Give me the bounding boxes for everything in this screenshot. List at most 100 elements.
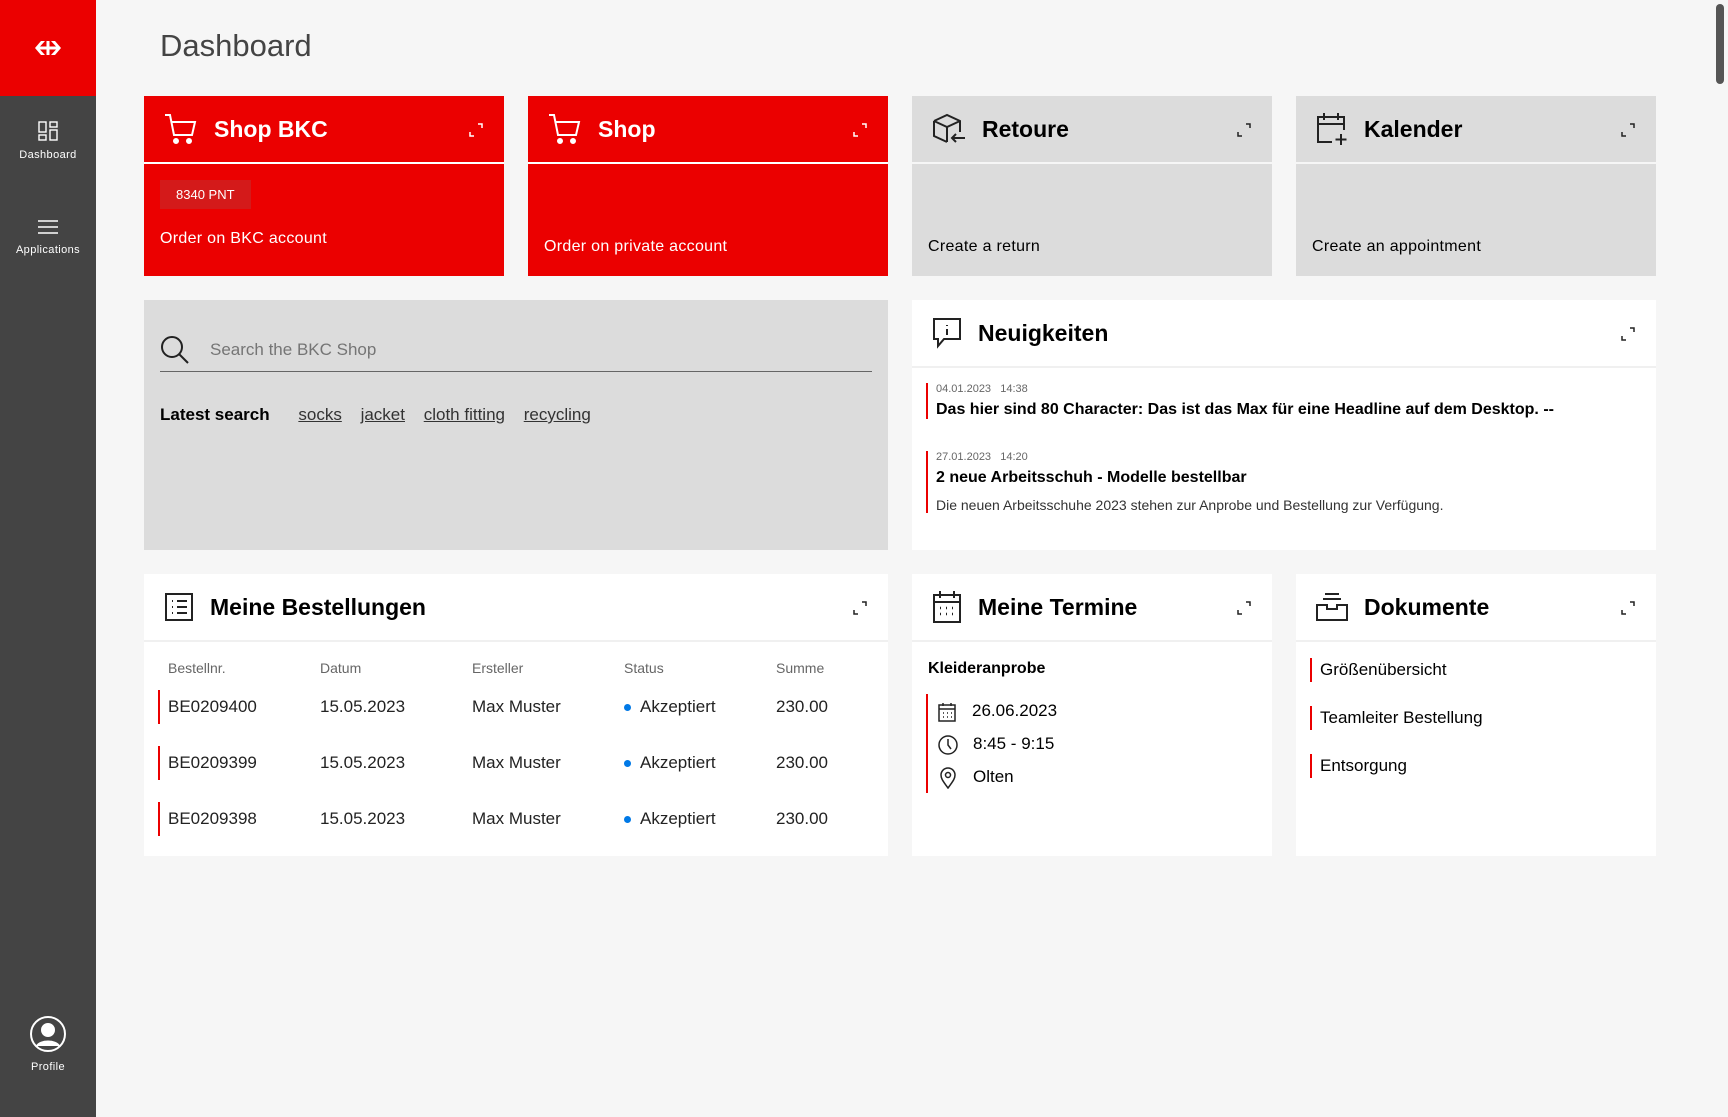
table-cell: Max Muster <box>472 809 561 828</box>
news-item[interactable]: 04.01.2023 14:38 Das hier sind 80 Charac… <box>926 383 1554 419</box>
appointment-time: 8:45 - 9:15 <box>973 734 1055 753</box>
page-title: Dashboard <box>160 28 312 63</box>
dashboard-icon <box>38 121 58 141</box>
sidebar: Dashboard Applications Profile <box>0 0 96 1117</box>
news-date: 04.01.2023 14:38 <box>936 383 1028 395</box>
panel-title: Meine Bestellungen <box>210 593 426 620</box>
appointment-item[interactable]: 26.06.2023 8:45 - 9:15 Olten <box>926 694 1057 793</box>
search-input[interactable] <box>210 339 810 360</box>
latest-search-link[interactable]: cloth fitting <box>423 405 505 424</box>
table-cell: 15.05.2023 <box>320 809 406 828</box>
list-icon <box>165 593 193 621</box>
document-link[interactable]: Größenübersicht <box>1310 658 1447 682</box>
news-headline: Das hier sind 80 Character: Das ist das … <box>936 401 1554 418</box>
table-cell: Akzeptiert <box>624 753 716 773</box>
profile-icon <box>30 1016 66 1052</box>
calendar-icon <box>933 591 961 623</box>
search-icon <box>161 335 189 364</box>
appointment-name: Kleideranprobe <box>928 660 1046 677</box>
tile-subtitle: Order on BKC account <box>160 230 327 247</box>
table-cell: Akzeptiert <box>624 809 716 829</box>
column-header[interactable]: Summe <box>776 660 825 676</box>
news-date: 27.01.2023 14:20 <box>936 451 1028 463</box>
table-cell: BE0209399 <box>168 753 257 772</box>
column-header[interactable]: Status <box>624 660 664 676</box>
scrollbar[interactable] <box>1716 4 1724 84</box>
document-link[interactable]: Entsorgung <box>1310 754 1407 778</box>
sidebar-item-label: Profile <box>31 1061 65 1073</box>
latest-search-link[interactable]: socks <box>298 405 342 424</box>
tile-kalender[interactable]: Kalender Create an appointment <box>1296 96 1656 276</box>
tile-title: Shop <box>598 115 656 142</box>
sidebar-item-dashboard[interactable]: Dashboard <box>0 121 96 161</box>
table-row[interactable] <box>158 802 858 836</box>
table-cell: BE0209398 <box>168 809 257 828</box>
expand-icon[interactable] <box>468 122 484 138</box>
menu-icon <box>38 220 58 234</box>
table-cell: Max Muster <box>472 697 561 716</box>
latest-search-label: Latest search <box>160 405 270 424</box>
panel-title: Dokumente <box>1364 593 1490 620</box>
news-item[interactable]: 27.01.2023 14:20 2 neue Arbeitsschuh - M… <box>926 451 1443 513</box>
table-cell: Akzeptiert <box>624 697 716 717</box>
column-header[interactable]: Ersteller <box>472 660 524 676</box>
appointments-panel: Meine Termine Kleideranprobe 26.06.2023 … <box>912 574 1272 856</box>
news-panel: Neuigkeiten 04.01.2023 14:38 Das hier si… <box>912 300 1656 550</box>
expand-icon[interactable] <box>1620 326 1636 342</box>
status-dot-icon <box>624 760 631 768</box>
tile-title: Kalender <box>1364 115 1463 142</box>
table-cell: 230.00 <box>776 697 828 716</box>
calendar-icon <box>938 702 956 722</box>
location-pin-icon <box>940 766 956 789</box>
cart-icon <box>165 114 197 144</box>
sbb-logo[interactable] <box>0 0 96 96</box>
panel-title: Meine Termine <box>978 593 1138 620</box>
info-bubble-icon <box>933 318 961 349</box>
sidebar-item-label: Dashboard <box>19 149 77 161</box>
tile-shop[interactable]: Shop Order on private account <box>528 96 888 276</box>
tile-subtitle: Create a return <box>928 238 1041 255</box>
expand-icon[interactable] <box>852 122 868 138</box>
latest-search-link[interactable]: recycling <box>523 405 591 424</box>
sidebar-item-label: Applications <box>15 244 81 256</box>
news-text: Die neuen Arbeitsschuhe 2023 stehen zur … <box>936 497 1444 513</box>
expand-icon[interactable] <box>1620 600 1636 616</box>
panel-title: Neuigkeiten <box>978 319 1109 346</box>
tile-title: Shop BKC <box>214 115 328 142</box>
documents-panel: Dokumente Größenübersicht Teamleiter Bes… <box>1296 574 1656 856</box>
inbox-icon <box>1316 593 1348 621</box>
latest-search-link[interactable]: jacket <box>360 405 405 424</box>
table-cell: BE0209400 <box>168 697 257 716</box>
status-dot-icon <box>624 816 631 824</box>
expand-icon[interactable] <box>1236 122 1252 138</box>
column-header[interactable]: Datum <box>320 660 362 676</box>
search-panel: Latest search socks jacket cloth fitting… <box>144 300 888 550</box>
appointment-date: 26.06.2023 <box>972 701 1058 720</box>
table-cell: 15.05.2023 <box>320 753 406 772</box>
sidebar-item-profile[interactable]: Profile <box>0 1015 96 1073</box>
tile-shop-bkc[interactable]: Shop BKC 8340 PNT Order on BKC account <box>144 96 504 276</box>
expand-icon[interactable] <box>852 600 868 616</box>
expand-icon[interactable] <box>1236 600 1252 616</box>
sidebar-item-applications[interactable]: Applications <box>0 218 96 256</box>
document-link[interactable]: Teamleiter Bestellung <box>1310 706 1483 730</box>
box-return-icon <box>933 113 965 143</box>
table-row[interactable] <box>158 746 858 780</box>
tile-retoure[interactable]: Retoure Create a return <box>912 96 1272 276</box>
news-headline: 2 neue Arbeitsschuh - Modelle bestellbar <box>936 469 1247 486</box>
clock-icon <box>938 734 958 755</box>
table-cell: 230.00 <box>776 753 828 772</box>
search-field[interactable] <box>160 328 872 372</box>
appointment-place: Olten <box>973 767 1014 786</box>
table-cell: 15.05.2023 <box>320 697 406 716</box>
calendar-add-icon <box>1317 113 1347 145</box>
table-row[interactable] <box>158 690 858 724</box>
status-dot-icon <box>624 704 631 712</box>
tile-title: Retoure <box>982 115 1069 142</box>
latest-search: Latest search socks jacket cloth fitting… <box>160 405 605 425</box>
points-badge: 8340 PNT <box>160 180 251 209</box>
table-cell: Max Muster <box>472 753 561 772</box>
column-header[interactable]: Bestellnr. <box>168 660 226 676</box>
cart-icon <box>549 114 581 144</box>
expand-icon[interactable] <box>1620 122 1636 138</box>
